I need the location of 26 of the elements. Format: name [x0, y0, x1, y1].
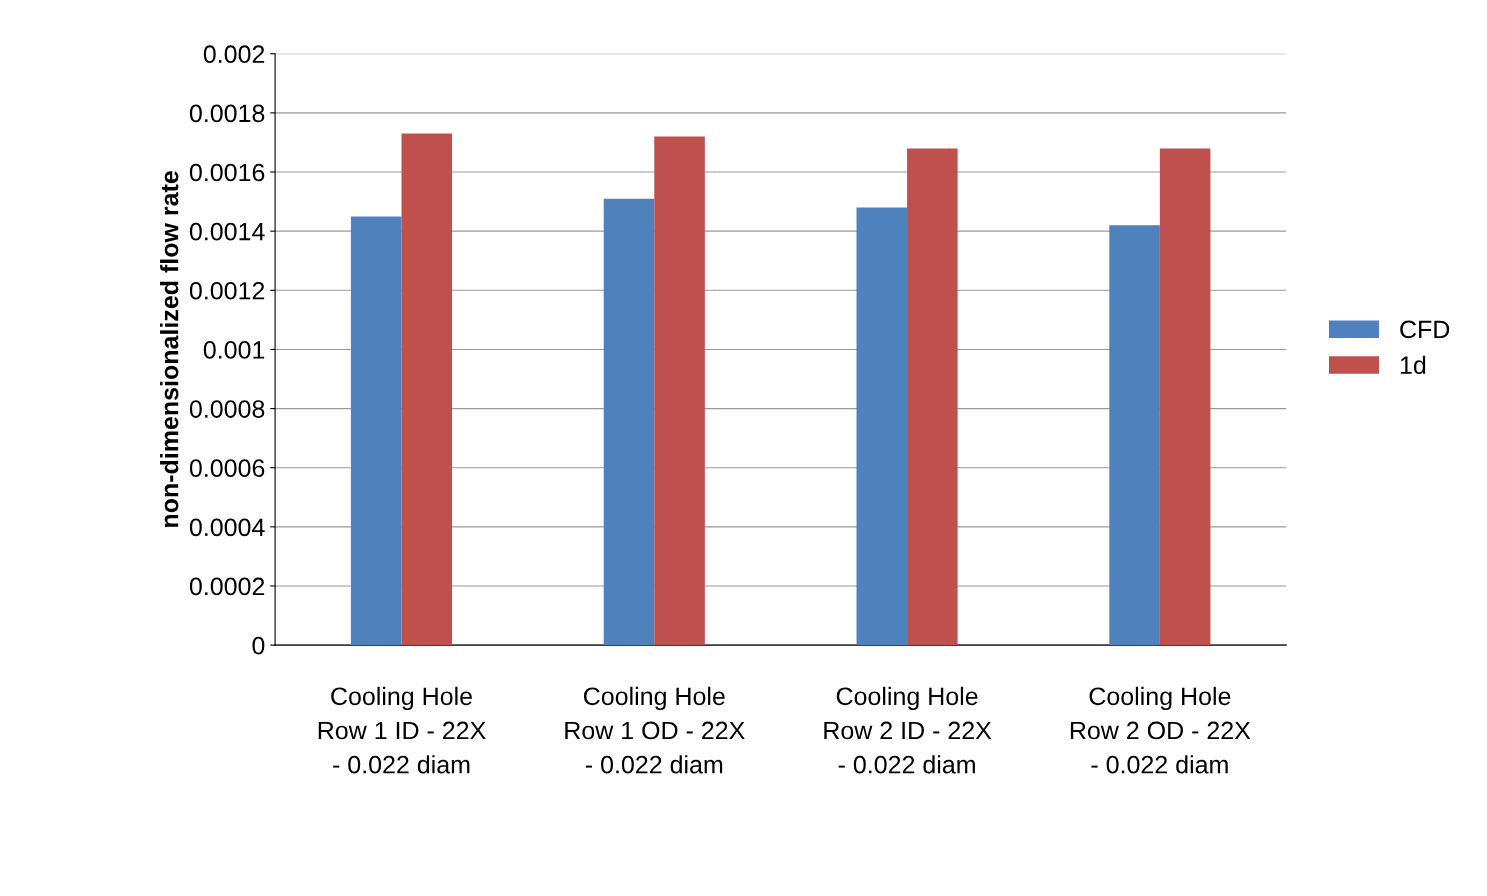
bar — [654, 136, 705, 646]
bar — [350, 216, 402, 646]
bar — [1109, 225, 1160, 646]
y-tick-label: 0.0004 — [189, 518, 265, 537]
x-tick-label: Cooling Hole Row 2 OD - 22X - 0.022 diam — [1070, 686, 1251, 774]
y-tick-label: 0.0008 — [189, 400, 265, 418]
bar — [603, 198, 655, 646]
y-tick-label: 0.0012 — [189, 281, 265, 300]
x-tick-label: Cooling Hole Row 1 OD - 22X - 0.022 diam — [565, 686, 745, 774]
bar — [401, 133, 453, 646]
legend-label: 1d — [1400, 355, 1426, 375]
x-tick-label: Cooling Hole Row 1 ID - 22X - 0.022 diam — [318, 686, 486, 774]
x-tick-label: Cooling Hole Row 2 ID - 22X - 0.022 diam — [824, 686, 992, 774]
y-tick-label: 0 — [252, 636, 265, 655]
y-tick-label: 0.0002 — [189, 577, 265, 596]
y-axis-title: non-dimensionalized flow rate — [160, 171, 179, 527]
y-tick-label: 0.001 — [203, 341, 265, 359]
y-tick-label: 0.0016 — [189, 163, 265, 182]
legend-label: CFD — [1400, 320, 1450, 339]
y-tick-label: 0.0006 — [189, 459, 265, 478]
bar — [856, 207, 908, 646]
y-tick-label: 0.0018 — [189, 104, 265, 123]
bar — [1159, 148, 1211, 646]
y-tick-label: 0.0014 — [189, 222, 265, 241]
bar — [907, 148, 958, 646]
y-tick-label: 0.002 — [203, 45, 265, 64]
